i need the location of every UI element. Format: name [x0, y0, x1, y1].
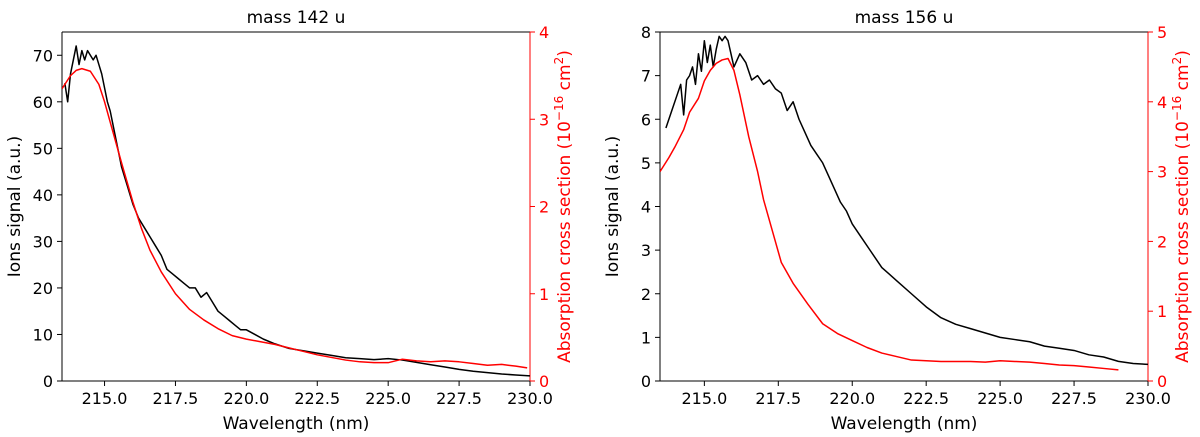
chart-mass-156: mass 156 u 215.0 217.5 220.0 222.5 225.0 227.5… — [603, 8, 1193, 434]
axis-label-superscript: −16 — [1170, 96, 1184, 121]
x-tick-label: 225.0 — [977, 389, 1023, 408]
axis-label-superscript: 2 — [1170, 57, 1184, 65]
right-y-tick-label: 3 — [1157, 163, 1167, 182]
x-tick-label: 222.5 — [903, 389, 949, 408]
x-tick-label: 217.5 — [755, 389, 801, 408]
x-axis-label: Wavelength (nm) — [831, 414, 978, 434]
absorption-cross-section-line — [62, 67, 528, 369]
absorption-cross-section-line — [660, 57, 1119, 371]
left-y-tick-label: 70 — [33, 46, 53, 65]
x-tick-label: 220.0 — [223, 389, 269, 408]
left-y-axis-label: Ions signal (a.u.) — [5, 136, 25, 277]
x-tick-label: 225.0 — [365, 389, 411, 408]
left-y-tick-label: 50 — [33, 139, 53, 158]
left-y-tick-label: 3 — [641, 241, 651, 260]
right-y-tick-label: 4 — [539, 23, 549, 42]
left-y-tick-label: 0 — [641, 372, 651, 391]
left-y-tick-label: 60 — [33, 93, 53, 112]
left-y-tick-label: 30 — [33, 232, 53, 251]
axis-label-part: Absorption cross section (10 — [555, 121, 575, 363]
left-y-tick-label: 0 — [43, 372, 53, 391]
axis-label-part: cm — [1173, 64, 1193, 95]
right-y-tick-label: 3 — [539, 110, 549, 129]
x-tick-label: 220.0 — [829, 389, 875, 408]
x-tick-label: 215.0 — [681, 389, 727, 408]
chart-title: mass 156 u — [855, 8, 954, 28]
axis-label-superscript: 2 — [552, 57, 566, 65]
right-y-tick-label: 1 — [539, 285, 549, 304]
x-tick-label: 222.5 — [294, 389, 340, 408]
axis-label-superscript: −16 — [552, 96, 566, 121]
right-y-tick-label: 5 — [1157, 23, 1167, 42]
left-y-tick-label: 10 — [33, 325, 53, 344]
left-y-axis-label: Ions signal (a.u.) — [603, 136, 623, 277]
left-y-tick-label: 5 — [641, 154, 651, 173]
axis-label-part: ) — [1173, 50, 1193, 57]
left-y-tick-label: 1 — [641, 328, 651, 347]
x-axis-label: Wavelength (nm) — [223, 414, 370, 434]
x-tick-label: 215.0 — [82, 389, 128, 408]
left-y-tick-label: 2 — [641, 285, 651, 304]
x-tick-label: 230.0 — [1125, 389, 1171, 408]
x-tick-label: 217.5 — [153, 389, 199, 408]
right-y-tick-label: 4 — [1157, 93, 1167, 112]
axis-label-part: Absorption cross section (10 — [1173, 121, 1193, 363]
left-y-tick-label: 7 — [641, 67, 651, 86]
x-tick-label: 227.5 — [436, 389, 482, 408]
x-tick-label: 227.5 — [1051, 389, 1097, 408]
left-y-tick-label: 4 — [641, 198, 651, 217]
axis-label-part: ) — [555, 50, 575, 57]
left-y-tick-label: 6 — [641, 110, 651, 129]
left-y-tick-label: 40 — [33, 186, 53, 205]
right-y-tick-label: 0 — [1157, 372, 1167, 391]
chart-mass-142: mass 142 u 215.0 217.5 220.0 222.5 225.0 227.5… — [5, 8, 575, 434]
chart-title: mass 142 u — [247, 8, 346, 28]
right-y-axis-label: Absorption cross section (10−16 cm2) — [552, 50, 575, 363]
ions-signal-line — [64, 45, 530, 377]
x-tick-label: 230.0 — [507, 389, 553, 408]
right-y-tick-label: 1 — [1157, 302, 1167, 321]
right-y-axis-label: Absorption cross section (10−16 cm2) — [1170, 50, 1193, 363]
axis-label-part: cm — [555, 64, 575, 95]
left-y-tick-label: 8 — [641, 23, 651, 42]
right-y-tick-label: 2 — [539, 198, 549, 217]
left-y-tick-label: 20 — [33, 279, 53, 298]
ions-signal-line — [665, 35, 1148, 366]
right-y-tick-label: 2 — [1157, 232, 1167, 251]
right-y-tick-label: 0 — [539, 372, 549, 391]
